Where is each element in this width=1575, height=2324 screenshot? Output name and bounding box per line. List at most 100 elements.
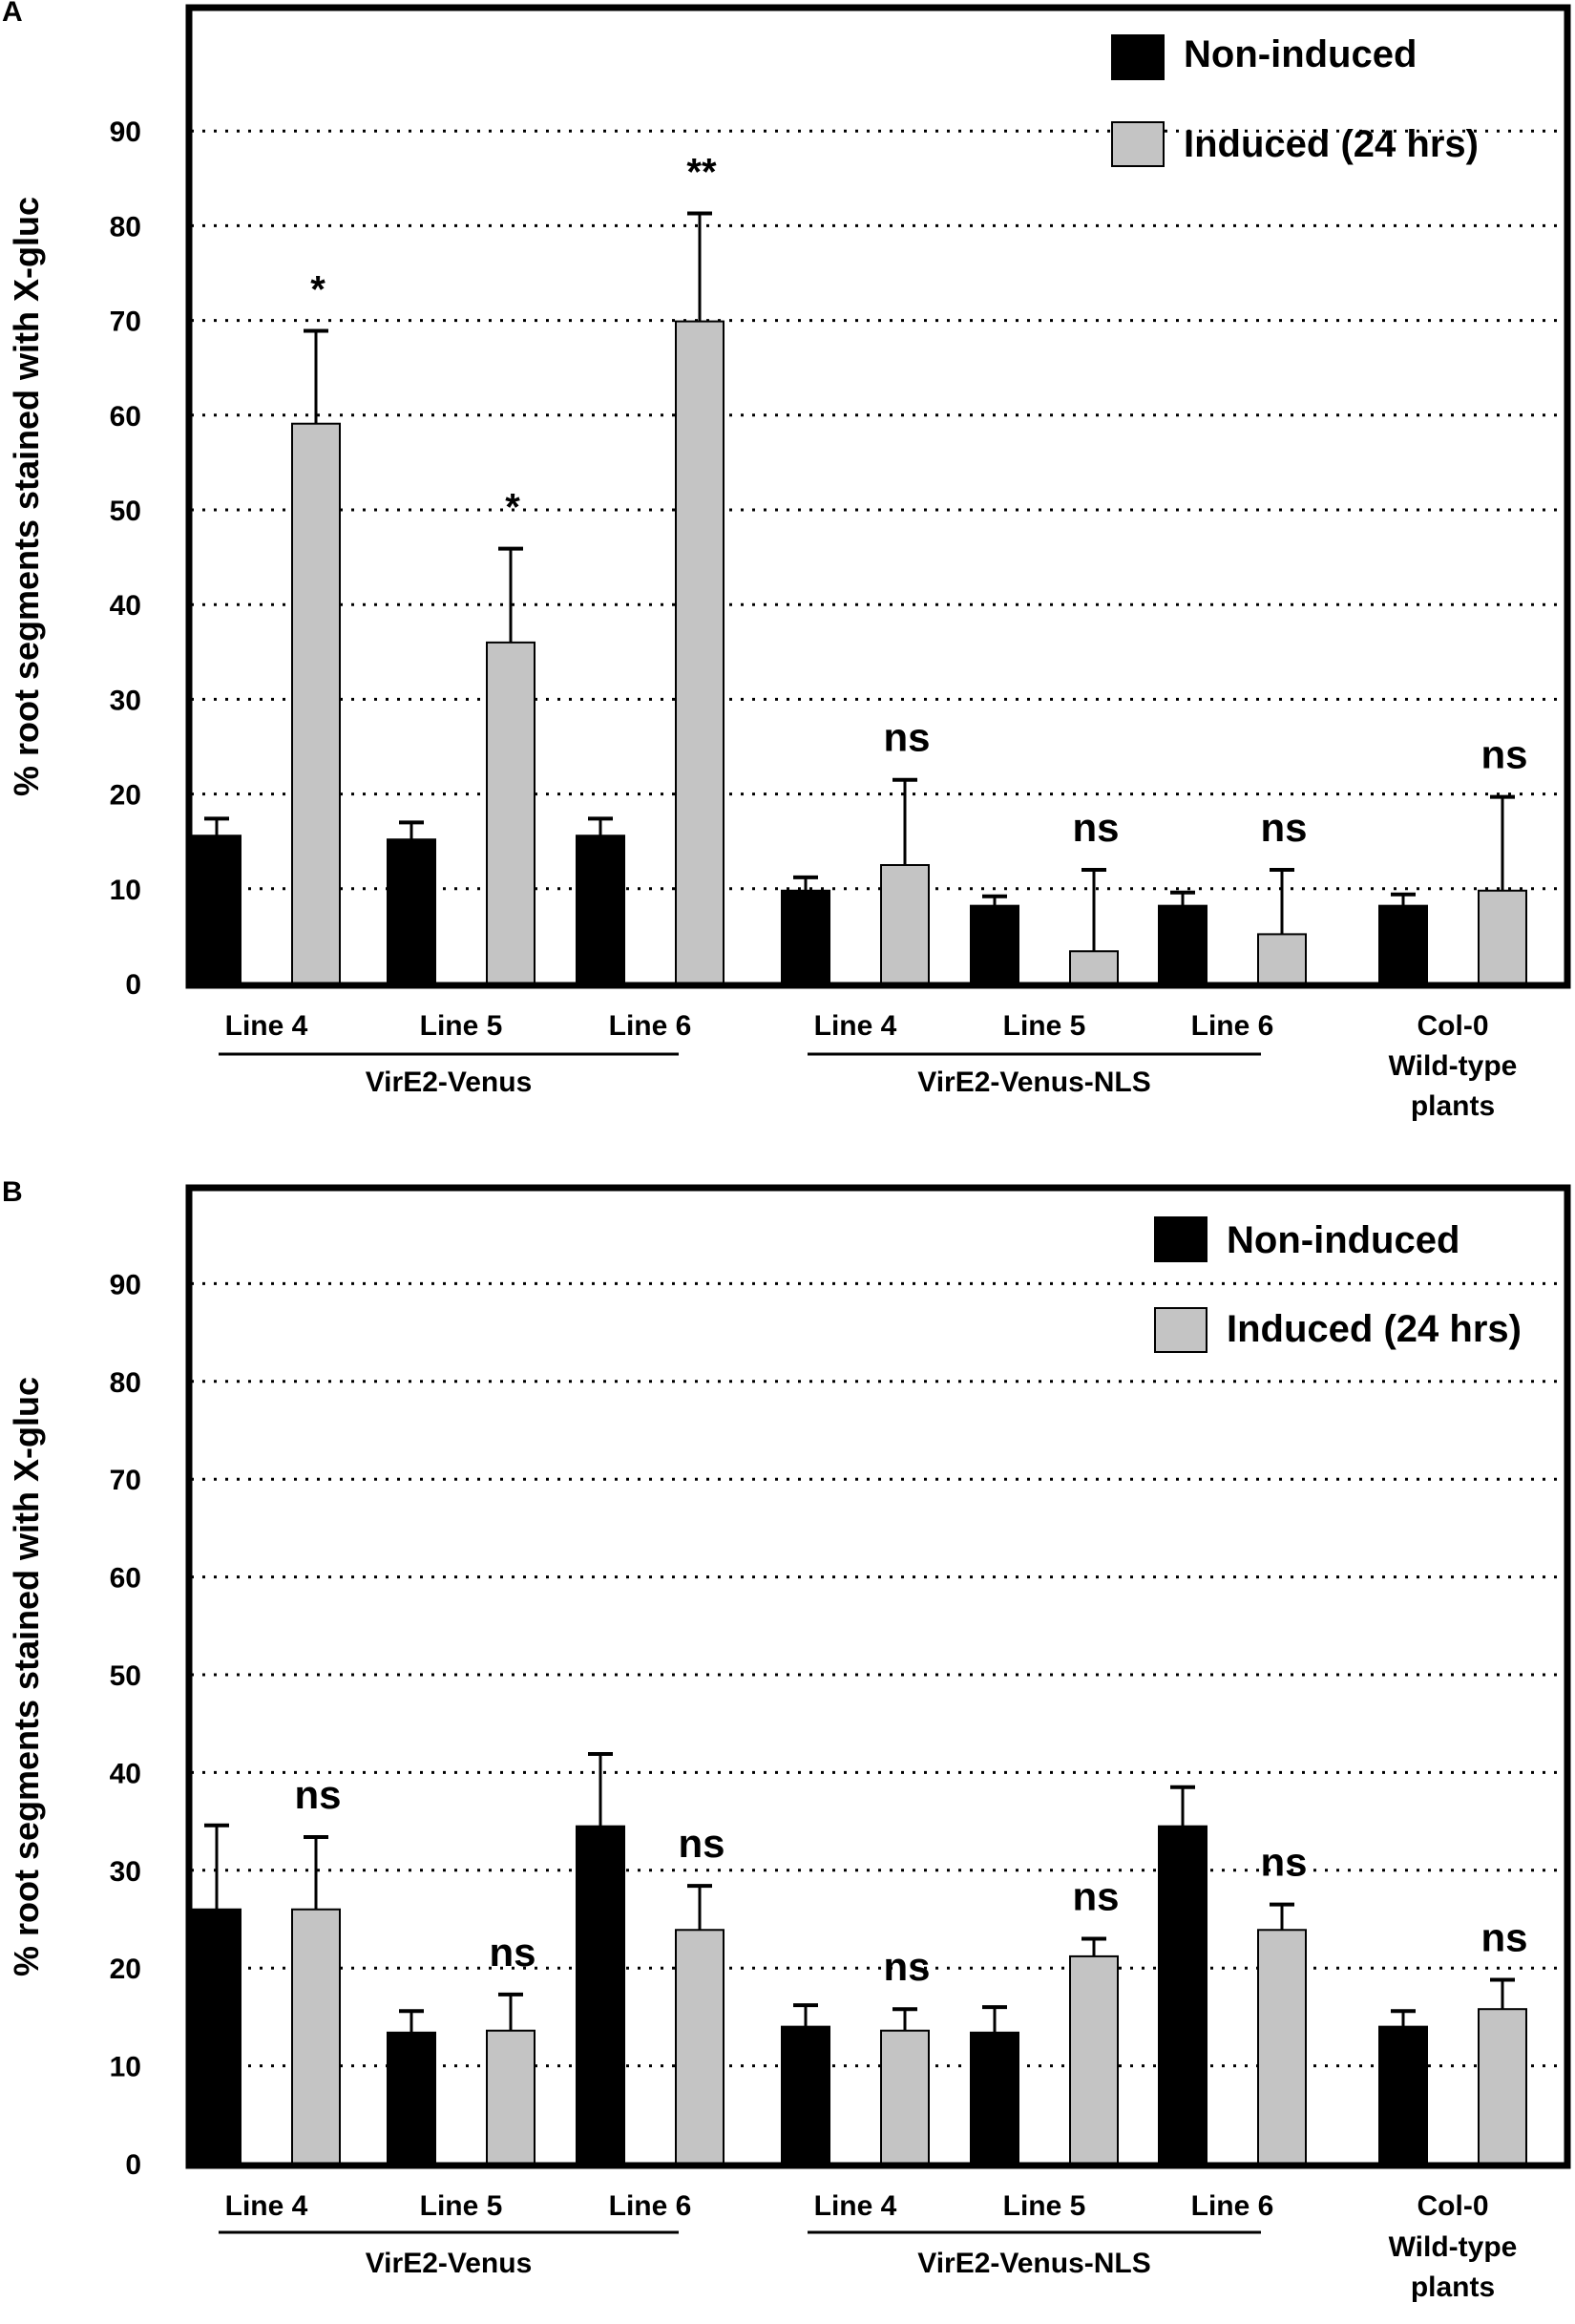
group-label-line: Wild-type <box>1389 2231 1518 2263</box>
x-tick-label: Line 5 <box>420 2190 503 2222</box>
bar-non-induced <box>576 835 625 984</box>
significance-label: ns <box>883 715 930 760</box>
y-tick-label: 0 <box>125 969 141 1001</box>
y-tick-label: 0 <box>125 2149 141 2181</box>
bar-non-induced <box>387 2031 436 2165</box>
y-tick-label: 20 <box>110 780 141 812</box>
significance-label: ns <box>1072 1873 1119 1918</box>
y-tick-label: 20 <box>110 1954 141 1985</box>
group-label: VirE2-Venus-NLS <box>917 1067 1151 1098</box>
chart-panel-b: B 0 10 20 30 40 50 60 70 80 90 % root segments stai… <box>2 1176 1571 2303</box>
y-tick-label: 40 <box>110 1758 141 1789</box>
x-tick-label: Line 5 <box>420 1010 503 1042</box>
bar-induced <box>291 1908 341 2165</box>
bar-non-induced <box>576 1825 625 2165</box>
y-tick-label: 50 <box>110 496 141 527</box>
y-tick-label: 30 <box>110 1856 141 1888</box>
bar-induced <box>880 2029 930 2166</box>
x-tick-label: Line 4 <box>225 1010 308 1042</box>
chart-panel-a: A 0 10 20 30 40 50 60 70 80 90 % root segments stai… <box>2 0 1571 1122</box>
legend-swatch-non-induced <box>1154 1216 1208 1262</box>
group-label-line: Wild-type <box>1389 1050 1518 1082</box>
y-tick-label: 70 <box>110 1465 141 1496</box>
y-tick-label: 80 <box>110 211 141 243</box>
y-tick-label: 80 <box>110 1367 141 1399</box>
x-tick-label: Line 4 <box>225 2190 308 2222</box>
significance-label: ns <box>489 1930 536 1975</box>
group-label: Wild-type plants <box>1389 2231 1518 2303</box>
y-tick-label: 30 <box>110 685 141 716</box>
bar-non-induced <box>1158 1825 1208 2165</box>
bar-non-induced <box>1378 904 1428 985</box>
group-label: Wild-type plants <box>1389 1050 1518 1122</box>
group-label: VirE2-Venus <box>366 1067 533 1098</box>
bar-induced <box>1069 1954 1119 2166</box>
significance-label: * <box>310 269 326 311</box>
significance-label: ns <box>883 1944 930 1989</box>
group-label: VirE2-Venus-NLS <box>917 2248 1151 2279</box>
legend-swatch-induced <box>1111 121 1165 167</box>
x-tick-label: Line 6 <box>1191 2190 1274 2222</box>
bar-induced <box>1478 2008 1527 2166</box>
plot-frame <box>185 1184 1571 2169</box>
plot-frame <box>185 4 1571 989</box>
bar-induced <box>486 2029 536 2166</box>
significance-label: ** <box>686 152 717 194</box>
y-tick-label: 90 <box>110 1269 141 1300</box>
bar-non-induced <box>781 2025 830 2165</box>
bar-induced <box>1257 1929 1307 2166</box>
y-tick-label: 60 <box>110 401 141 433</box>
bar-induced <box>1478 889 1527 984</box>
x-tick-label: Line 5 <box>1003 1010 1086 1042</box>
y-tick-label: 40 <box>110 590 141 622</box>
bar-induced <box>880 864 930 984</box>
x-tick-label: Line 6 <box>1191 1010 1274 1042</box>
bar-non-induced <box>1378 2025 1428 2165</box>
panel-letter: B <box>2 1176 23 1208</box>
legend-label: Induced (24 hrs) <box>1227 1308 1522 1350</box>
y-tick-label: 90 <box>110 116 141 148</box>
y-axis-label: % root segments stained with X-gluc <box>7 197 46 796</box>
bar-induced <box>1257 933 1307 985</box>
legend-label: Induced (24 hrs) <box>1184 123 1479 165</box>
y-axis-label: % root segments stained with X-gluc <box>7 1377 46 1976</box>
bar-non-induced <box>970 904 1019 985</box>
group-label-line: plants <box>1411 2271 1495 2303</box>
bar-induced <box>675 320 724 985</box>
y-tick-label: 60 <box>110 1563 141 1595</box>
significance-label: ns <box>1260 805 1307 850</box>
y-tick-label: 50 <box>110 1660 141 1692</box>
bar-non-induced <box>1158 904 1208 985</box>
legend-swatch-induced <box>1154 1307 1208 1353</box>
x-tick-label: Line 4 <box>814 1010 897 1042</box>
significance-label: ns <box>1260 1840 1307 1885</box>
bar-induced <box>291 422 341 984</box>
x-tick-label: Line 4 <box>814 2190 897 2222</box>
bar-non-induced <box>970 2031 1019 2165</box>
significance-label: ns <box>678 1821 724 1866</box>
group-label: VirE2-Venus <box>366 2248 533 2279</box>
panel-letter: A <box>2 0 23 28</box>
y-tick-label: 10 <box>110 875 141 906</box>
significance-label: ns <box>1480 1914 1527 1959</box>
legend-swatch-non-induced <box>1111 34 1165 80</box>
legend-label: Non-induced <box>1184 33 1417 75</box>
x-tick-label: Line 5 <box>1003 2190 1086 2222</box>
bar-non-induced <box>192 1908 242 2165</box>
significance-label: ns <box>294 1772 341 1817</box>
bar-non-induced <box>387 838 436 984</box>
bar-induced <box>675 1929 724 2166</box>
y-tick-label: 70 <box>110 306 141 338</box>
significance-label: ns <box>1480 732 1527 777</box>
bar-non-induced <box>781 889 830 984</box>
bar-induced <box>1069 950 1119 984</box>
bar-non-induced <box>192 835 242 984</box>
significance-label: * <box>505 487 520 529</box>
legend-label: Non-induced <box>1227 1219 1460 1261</box>
x-tick-label: Line 6 <box>609 2190 692 2222</box>
bar-induced <box>486 641 536 984</box>
x-tick-label: Col-0 <box>1418 2190 1489 2222</box>
x-tick-label: Col-0 <box>1418 1010 1489 1042</box>
y-tick-label: 10 <box>110 2052 141 2083</box>
